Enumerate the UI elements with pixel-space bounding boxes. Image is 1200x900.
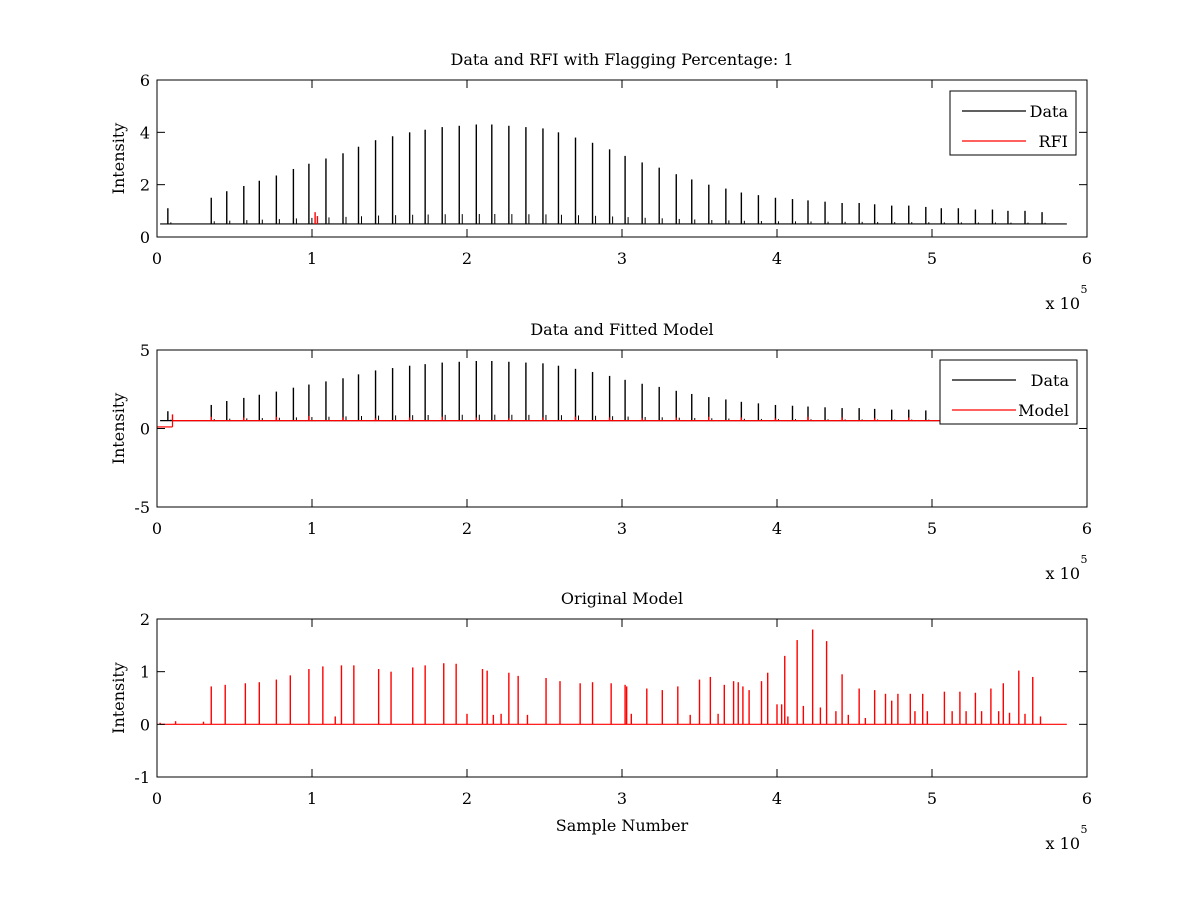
subplot-1: Data and RFI with Flagging Percentage: 1… [109, 50, 1092, 313]
x-tick-label: 5 [927, 789, 937, 808]
y-tick-label: 0 [140, 420, 150, 439]
y-tick-label: 6 [140, 71, 150, 90]
x-tick-label: 0 [152, 519, 162, 538]
x-exponent-value: 5 [1081, 283, 1088, 296]
legend: Data Model [939, 359, 1078, 425]
legend: Data RFI [949, 90, 1077, 156]
x-tick-label: 4 [772, 519, 782, 538]
legend-box [949, 90, 1077, 156]
x-exponent-label: x 10 [1046, 294, 1080, 313]
legend-label-1: Data [1030, 102, 1069, 121]
x-exponent-label: x 10 [1046, 564, 1080, 583]
axes-box [156, 618, 1088, 778]
x-tick-label: 3 [617, 789, 627, 808]
x-tick-label: 1 [307, 249, 317, 268]
legend-box [939, 359, 1078, 425]
y-tick-label: 4 [140, 123, 150, 142]
x-tick-label: 2 [462, 519, 472, 538]
x-tick-label: 5 [927, 249, 937, 268]
x-tick-label: 5 [927, 519, 937, 538]
series-group [157, 360, 1067, 428]
y-tick-label: 2 [140, 610, 150, 629]
legend-label-2: RFI [1039, 132, 1068, 151]
series-group [160, 124, 1067, 225]
y-tick-label: 1 [140, 663, 150, 682]
x-exponent-value: 5 [1081, 553, 1088, 566]
x-axis-label: Sample Number [556, 816, 689, 835]
series-group [159, 629, 1067, 725]
x-tick-label: 0 [152, 789, 162, 808]
y-tick-label: 0 [140, 228, 150, 247]
x-tick-label: 4 [772, 789, 782, 808]
y-axis-label: Intensity [109, 393, 128, 465]
x-exponent-value: 5 [1081, 823, 1088, 836]
y-tick-label: 2 [140, 176, 150, 195]
x-tick-label: 2 [462, 249, 472, 268]
y-axis-label: Intensity [109, 662, 128, 734]
legend-label-1: Data [1031, 371, 1070, 390]
x-tick-label: 1 [307, 789, 317, 808]
y-tick-label: 0 [140, 715, 150, 734]
x-tick-label: 1 [307, 519, 317, 538]
chart-title: Original Model [561, 589, 683, 608]
y-axis-label: Intensity [109, 123, 128, 195]
subplot-3: Original Model Intensity Sample Number 0 1 2 3… [109, 589, 1092, 853]
x-tick-label: 3 [617, 249, 627, 268]
x-tick-label: 6 [1082, 519, 1092, 538]
y-tick-label: 5 [140, 341, 150, 360]
axes-box [156, 79, 1088, 238]
x-exponent-label: x 10 [1046, 834, 1080, 853]
legend-label-2: Model [1018, 401, 1069, 420]
chart-title: Data and RFI with Flagging Percentage: 1 [450, 50, 793, 69]
y-tick-label: -5 [134, 498, 150, 517]
x-tick-label: 6 [1082, 789, 1092, 808]
x-tick-label: 0 [152, 249, 162, 268]
x-tick-label: 3 [617, 519, 627, 538]
chart-title: Data and Fitted Model [530, 320, 713, 339]
x-tick-label: 6 [1082, 249, 1092, 268]
x-tick-label: 4 [772, 249, 782, 268]
y-tick-label: -1 [134, 768, 150, 787]
x-tick-label: 2 [462, 789, 472, 808]
